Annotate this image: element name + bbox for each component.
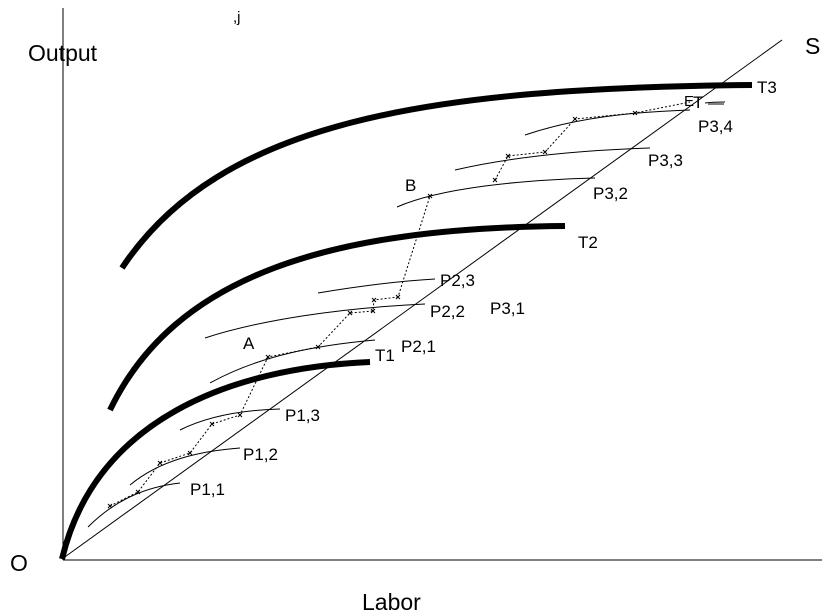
curve-p3-3	[524, 109, 691, 136]
p3-1-label: P3,1	[490, 299, 525, 318]
frontier-t1	[59, 359, 371, 560]
curve-p1-3	[179, 408, 281, 431]
point-e-label: E	[684, 93, 694, 110]
p2-3-label: P2,3	[440, 271, 475, 290]
frontier-t3	[119, 82, 753, 270]
p1-2-label: P1,2	[243, 445, 278, 464]
p3-2-label: P3,2	[593, 184, 628, 203]
frontier-t2	[107, 223, 566, 412]
p2-2-label: P2,2	[430, 302, 465, 321]
point-a-label: A	[243, 334, 255, 353]
curve-p3-2	[454, 147, 651, 171]
p1-1-label: P1,1	[190, 480, 225, 499]
curve-p1-1	[87, 482, 181, 528]
point-markers	[107, 110, 638, 509]
p3-4-label: P3,4	[698, 117, 733, 136]
t2-label: T2	[578, 233, 598, 252]
header-fragment: ,j	[233, 9, 241, 26]
y-axis-label: Output	[28, 40, 98, 66]
t3-label: T3	[757, 78, 777, 97]
curve-p1-2	[129, 447, 241, 486]
p1-3-label: P1,3	[285, 406, 320, 425]
s-ray	[61, 39, 783, 560]
point-b-label: B	[405, 176, 416, 195]
point-t-label: T	[693, 93, 703, 112]
curve-p3-1	[396, 177, 596, 208]
curve-p2-3	[317, 278, 436, 294]
x-axis-label: Labor	[362, 589, 421, 615]
p3-3-label: P3,3	[648, 151, 683, 170]
s-line-label: S	[805, 33, 820, 59]
curve-p2-2	[204, 303, 426, 339]
p2-1-label: P2,1	[401, 337, 436, 356]
curve-p3-4	[704, 101, 726, 104]
t1-label: T1	[375, 346, 395, 365]
adjustment-path	[109, 101, 691, 507]
origin-label: O	[10, 550, 28, 576]
